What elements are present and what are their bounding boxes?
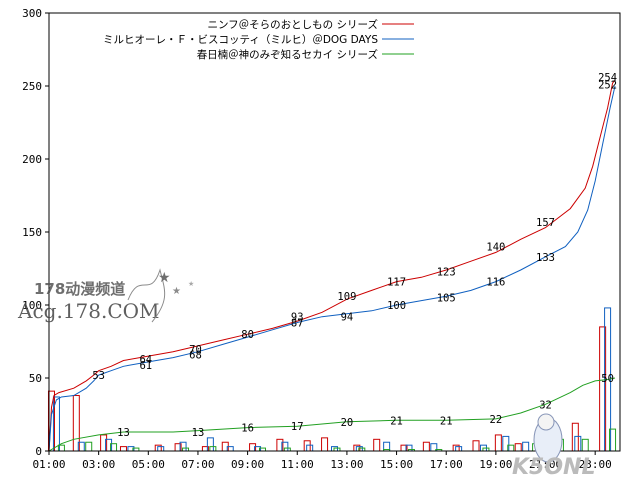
data-label: 70	[189, 344, 202, 356]
x-tick-label: 19:00	[479, 458, 512, 471]
data-label: 13	[192, 427, 205, 439]
x-tick-label: 09:00	[231, 458, 264, 471]
watermark-corner-text: K5ONL	[512, 455, 596, 480]
data-label: 17	[291, 421, 304, 433]
corner-watermark: K5ONL	[512, 413, 596, 480]
data-label: 80	[241, 329, 254, 341]
cumulative-line-series-2	[48, 85, 616, 452]
data-label: 21	[440, 415, 453, 427]
star-icon: ★	[188, 280, 194, 288]
watermark-line-2: Acg.178.COM	[17, 299, 160, 323]
data-label: 13	[117, 427, 130, 439]
x-tick-label: 17:00	[430, 458, 463, 471]
star-icon: ★	[172, 286, 181, 297]
data-label: 16	[241, 423, 254, 435]
y-tick-label: 50	[29, 372, 42, 385]
legend-label-series-1: ニンフ＠そらのおとしもの シリーズ	[208, 18, 379, 31]
legend-label-series-2: ミルヒオーレ・Ｆ・ビスコッティ（ミルヒ）＠DOG DAYS	[103, 34, 378, 46]
data-label: 117	[387, 277, 406, 289]
x-tick-label: 23:00	[579, 458, 612, 471]
x-tick-label: 15:00	[380, 458, 413, 471]
cumulative-line-series-3	[48, 377, 616, 452]
data-label: 22	[490, 414, 503, 426]
data-label: 61	[139, 360, 152, 372]
data-label: 140	[486, 242, 505, 254]
legend: ニンフ＠そらのおとしもの シリーズ ミルヒオーレ・Ｆ・ビスコッティ（ミルヒ）＠D…	[103, 18, 414, 61]
x-tick-label: 21:00	[529, 458, 562, 471]
data-label: 50	[601, 373, 614, 385]
data-label: 87	[291, 318, 304, 330]
watermark-swirl-icon	[127, 268, 166, 323]
data-label: 53	[92, 370, 105, 382]
data-label: 68	[189, 350, 202, 362]
data-label: 93	[291, 312, 304, 324]
watermark-178: 178动漫频道 Acg.178.COM ★ ★ ★	[17, 268, 194, 323]
x-tick-label: 11:00	[281, 458, 314, 471]
axes-layer: 0 50 100 150 200 250 300 01:00 03:00 05:00 07:00 09…	[22, 7, 621, 471]
data-label: 254	[598, 72, 617, 84]
y-tick-label: 150	[22, 226, 42, 239]
data-label: 20	[341, 417, 354, 429]
data-label: 64	[139, 354, 152, 366]
mascot-head-icon	[537, 413, 555, 431]
data-label: 21	[390, 415, 403, 427]
y-tick-label: 250	[22, 80, 42, 93]
data-label: 100	[387, 300, 406, 312]
data-label: 157	[536, 217, 555, 229]
data-label: 109	[337, 291, 356, 303]
star-icon: ★	[158, 270, 171, 286]
x-tick-label: 03:00	[82, 458, 115, 471]
x-tick-label: 05:00	[132, 458, 165, 471]
y-tick-label: 0	[35, 445, 42, 458]
watermark-line-1: 178动漫频道	[34, 280, 125, 298]
data-label: 32	[539, 399, 552, 411]
x-tick-label: 01:00	[32, 458, 65, 471]
x-tick-label: 13:00	[330, 458, 363, 471]
legend-label-series-3: 春日楠＠神のみぞ知るセカイ シリーズ	[197, 48, 378, 61]
data-label: 105	[437, 293, 456, 305]
cumulative-lines-layer	[48, 79, 616, 452]
data-label: 123	[437, 266, 456, 278]
y-tick-label: 300	[22, 7, 42, 20]
data-label: 94	[341, 312, 354, 324]
data-label: 116	[486, 277, 505, 289]
y-tick-label: 100	[22, 299, 42, 312]
x-tick-label: 07:00	[181, 458, 214, 471]
data-label: 133	[536, 252, 555, 264]
data-label: 252	[598, 80, 617, 92]
cumulative-line-series-1	[48, 79, 616, 452]
y-tick-label: 200	[22, 153, 42, 166]
